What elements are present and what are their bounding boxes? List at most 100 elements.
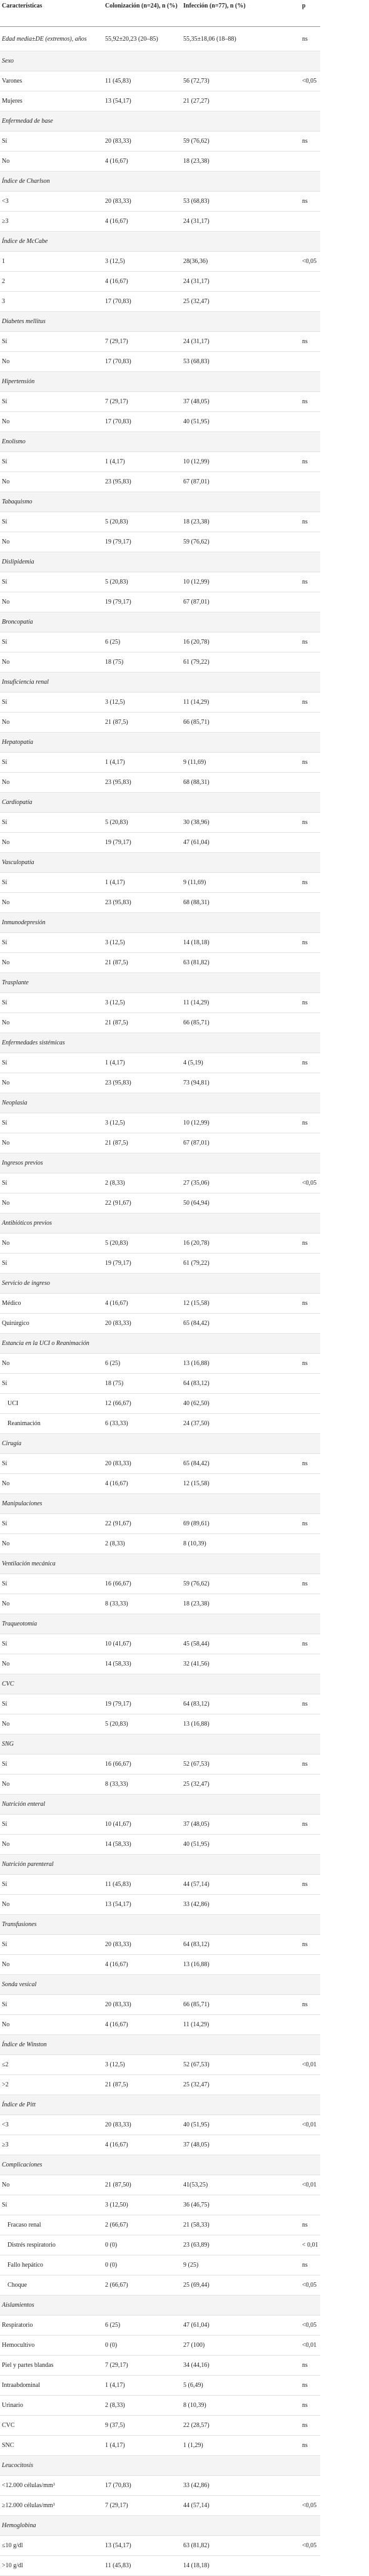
count-cell: 20 (83,33) xyxy=(103,1994,181,2015)
count-cell: 14 (18,18) xyxy=(181,2555,300,2576)
p-value: ns xyxy=(300,191,320,212)
section-label: Cardiopatía xyxy=(0,792,320,813)
row-label: Sí xyxy=(0,331,103,352)
count-cell: 21 (87,5) xyxy=(103,712,181,733)
empty-cell xyxy=(300,1193,320,1213)
count-cell: 67 (87,01) xyxy=(181,592,300,612)
p-value: ns xyxy=(300,692,320,713)
row-label: Sí xyxy=(0,512,103,532)
count-cell: 13 (54,17) xyxy=(103,91,181,111)
count-cell: 4 (5,19) xyxy=(181,1053,300,1073)
empty-cell xyxy=(300,832,320,853)
empty-cell xyxy=(300,2135,320,2155)
count-cell: 7 (29,17) xyxy=(103,2495,181,2516)
row-label: Sí xyxy=(0,632,103,652)
count-cell: 4 (16,67) xyxy=(103,211,181,232)
count-cell: 1 (4,17) xyxy=(103,451,181,472)
count-cell: 47 (61,04) xyxy=(181,832,300,853)
row-label: Edad media±DE (extremos), años xyxy=(0,26,103,51)
count-cell: 21 (87,5) xyxy=(103,1133,181,1153)
count-cell: 8 (10,39) xyxy=(181,2395,300,2416)
empty-cell xyxy=(300,2074,320,2095)
count-cell: 19 (79,17) xyxy=(103,1253,181,1274)
empty-cell xyxy=(300,2475,320,2496)
table-row: No 18 (75) 61 (79,22) xyxy=(0,652,320,672)
count-cell: 30 (38,96) xyxy=(181,812,300,833)
count-cell: 10 (12,99) xyxy=(181,1113,300,1133)
empty-cell xyxy=(300,592,320,612)
count-cell: 66 (85,71) xyxy=(181,712,300,733)
section-label: Enolismo xyxy=(0,431,320,452)
table-row: No 8 (33,33) 25 (32,47) xyxy=(0,1774,320,1795)
count-cell: 17 (70,83) xyxy=(103,291,181,312)
count-cell: 10 (41,67) xyxy=(103,1634,181,1654)
section-label: Índice de Charlson xyxy=(0,171,320,192)
section-label: CVC xyxy=(0,1674,320,1694)
row-label: Hemocultivo xyxy=(0,2335,103,2356)
empty-cell xyxy=(300,411,320,432)
table-row: Sí 5 (20,83) 18 (23,38) ns xyxy=(0,512,320,532)
section-row: Manipulaciones xyxy=(0,1493,320,1514)
row-label: Sí xyxy=(0,872,103,893)
p-value: ns xyxy=(300,932,320,953)
count-cell: 18 (75) xyxy=(103,1373,181,1394)
count-cell: 40 (51,95) xyxy=(181,2115,300,2135)
table-row: No 14 (58,33) 40 (51,95) xyxy=(0,1834,320,1855)
count-cell: 11 (45,83) xyxy=(103,1874,181,1895)
p-value: ns xyxy=(300,1994,320,2015)
section-row: Estancia en la UCI o Reanimación xyxy=(0,1333,320,1354)
count-cell: 11 (45,83) xyxy=(103,2555,181,2576)
table-row: Reanimación 6 (33,33) 24 (37,50) xyxy=(0,1413,320,1434)
row-label: No xyxy=(0,1594,103,1614)
row-label: No xyxy=(0,1954,103,1975)
row-label: No xyxy=(0,1654,103,1674)
count-cell: 44 (57,14) xyxy=(181,1874,300,1895)
section-row: Trasplante xyxy=(0,972,320,993)
row-label: No xyxy=(0,592,103,612)
table-row: No 21 (87,5) 66 (85,71) xyxy=(0,712,320,733)
p-value: ns xyxy=(300,1634,320,1654)
table-row: No 17 (70,83) 40 (51,95) xyxy=(0,411,320,432)
count-cell: 5 (20,83) xyxy=(103,1233,181,1254)
count-cell: 67 (87,01) xyxy=(181,471,300,492)
section-label: Complicaciones xyxy=(0,2155,320,2175)
count-cell: 10 (12,99) xyxy=(181,451,300,472)
section-label: Enfermedades sistémicas xyxy=(0,1033,320,1053)
table-row: No 17 (70,83) 53 (68,83) xyxy=(0,351,320,372)
p-value: ns xyxy=(300,2255,320,2275)
p-value: ns xyxy=(300,572,320,592)
empty-cell xyxy=(300,892,320,913)
empty-cell xyxy=(300,1413,320,1434)
count-cell: 21 (58,33) xyxy=(181,2215,300,2235)
p-value: <0,05 xyxy=(300,2275,320,2295)
table-row: Sí 5 (20,83) 10 (12,99) ns xyxy=(0,572,320,592)
row-label: No xyxy=(0,1714,103,1734)
count-cell: 59 (76,62) xyxy=(181,532,300,552)
empty-cell xyxy=(300,1594,320,1614)
count-cell: 22 (91,67) xyxy=(103,1193,181,1213)
p-value: ns xyxy=(300,632,320,652)
count-cell: 3 (12,5) xyxy=(103,992,181,1013)
row-label: Sí xyxy=(0,1113,103,1133)
row-label: No xyxy=(0,1533,103,1554)
section-row: Traqueotomía xyxy=(0,1614,320,1634)
empty-cell xyxy=(300,291,320,312)
section-label: Índice de Pitt xyxy=(0,2094,320,2115)
table-row: No 8 (33,33) 18 (23,38) xyxy=(0,1594,320,1614)
p-value: <0,05 xyxy=(300,2535,320,2556)
row-label: Sí xyxy=(0,2195,103,2215)
count-cell: 5 (6,49) xyxy=(181,2375,300,2396)
count-cell: 6 (25) xyxy=(103,2315,181,2336)
count-cell: 37 (48,05) xyxy=(181,2135,300,2155)
count-cell: 16 (20,78) xyxy=(181,1233,300,1254)
count-cell: 23 (63,89) xyxy=(181,2235,300,2255)
count-cell: 19 (79,17) xyxy=(103,1694,181,1714)
count-cell: 16 (66,67) xyxy=(103,1754,181,1775)
count-cell: 28(36,36) xyxy=(181,251,300,272)
table-row: Intraabdominal 1 (4,17) 5 (6,49) ns xyxy=(0,2375,320,2396)
section-label: Hemoglobina xyxy=(0,2515,320,2536)
table-row: No 19 (79,17) 59 (76,62) xyxy=(0,532,320,552)
count-cell: 0 (0) xyxy=(103,2235,181,2255)
table-row: No 5 (20,83) 16 (20,78) ns xyxy=(0,1233,320,1254)
